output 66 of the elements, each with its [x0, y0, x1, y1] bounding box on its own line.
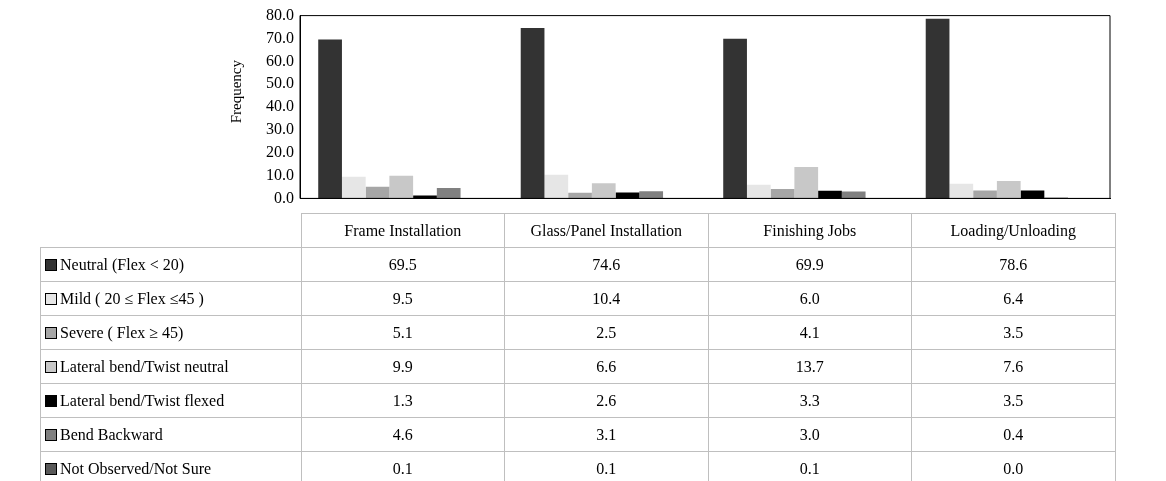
data-label: 2.5	[504, 315, 708, 350]
data-label: 13.7	[708, 349, 912, 384]
bar	[996, 181, 1021, 199]
data-label: 5.1	[301, 315, 505, 350]
data-label: 6.0	[708, 281, 912, 316]
y-tick-label: 50.0	[266, 74, 294, 92]
legend-label: Lateral bend/Twist flexed	[60, 391, 225, 409]
data-label: 9.9	[301, 349, 505, 384]
data-label: 69.5	[301, 247, 505, 282]
data-label: 4.6	[301, 417, 505, 452]
data-label: 0.1	[708, 451, 912, 481]
bar	[794, 167, 819, 199]
data-label: 69.9	[708, 247, 912, 282]
bar	[544, 174, 569, 199]
legend-label: Severe ( Flex ≥ 45)	[60, 323, 184, 341]
y-tick-label: 20.0	[266, 142, 294, 160]
y-tick-label: 0.0	[274, 188, 294, 206]
bar	[746, 184, 771, 199]
bar	[639, 191, 664, 199]
data-label: 3.5	[911, 315, 1115, 350]
data-label: 3.3	[708, 383, 912, 418]
legend-label: Neutral (Flex < 20)	[60, 255, 185, 273]
y-tick-label: 40.0	[266, 97, 294, 115]
bar	[723, 38, 747, 199]
legend-label: Bend Backward	[60, 425, 163, 443]
bar	[591, 183, 616, 199]
data-label: 0.1	[504, 451, 708, 481]
bar	[770, 189, 795, 199]
data-label: 0.4	[911, 417, 1115, 452]
data-label: 4.1	[708, 315, 912, 350]
data-label: 3.1	[504, 417, 708, 452]
data-label: 78.6	[911, 247, 1115, 282]
data-label: 10.4	[504, 281, 708, 316]
y-tick-label: 80.0	[266, 5, 294, 23]
x-tick-label: Loading/Unloading	[911, 213, 1115, 248]
data-label: 0.0	[911, 451, 1115, 481]
data-label: 3.0	[708, 417, 912, 452]
data-label: 9.5	[301, 281, 505, 316]
y-tick-label: 60.0	[266, 51, 294, 69]
bar	[318, 39, 342, 199]
y-axis-title: Frequency	[228, 60, 245, 124]
bar	[520, 27, 545, 199]
legend-label: Lateral bend/Twist neutral	[60, 357, 229, 375]
bar	[949, 183, 974, 199]
x-tick-label: Frame Installation	[301, 213, 505, 248]
bar	[365, 186, 390, 199]
bar	[436, 187, 461, 199]
data-label: 3.5	[911, 383, 1115, 418]
legend-label: Mild ( 20 ≤ Flex ≤45 )	[60, 289, 204, 307]
data-label: 2.6	[504, 383, 708, 418]
y-tick-label: 70.0	[266, 28, 294, 46]
data-label: 6.4	[911, 281, 1115, 316]
bar	[925, 18, 950, 199]
bar	[973, 190, 997, 199]
x-tick-label: Finishing Jobs	[708, 213, 912, 248]
data-label: 74.6	[504, 247, 708, 282]
bar	[389, 175, 414, 199]
data-label: 0.1	[301, 451, 505, 481]
y-tick-label: 30.0	[266, 120, 294, 138]
data-label: 6.6	[504, 349, 708, 384]
legend-label: Not Observed/Not Sure	[60, 459, 212, 477]
data-label: 1.3	[301, 383, 505, 418]
y-tick-label: 10.0	[266, 165, 294, 183]
x-tick-label: Glass/Panel Installation	[504, 213, 708, 248]
bar	[341, 176, 366, 199]
data-label: 7.6	[911, 349, 1115, 384]
